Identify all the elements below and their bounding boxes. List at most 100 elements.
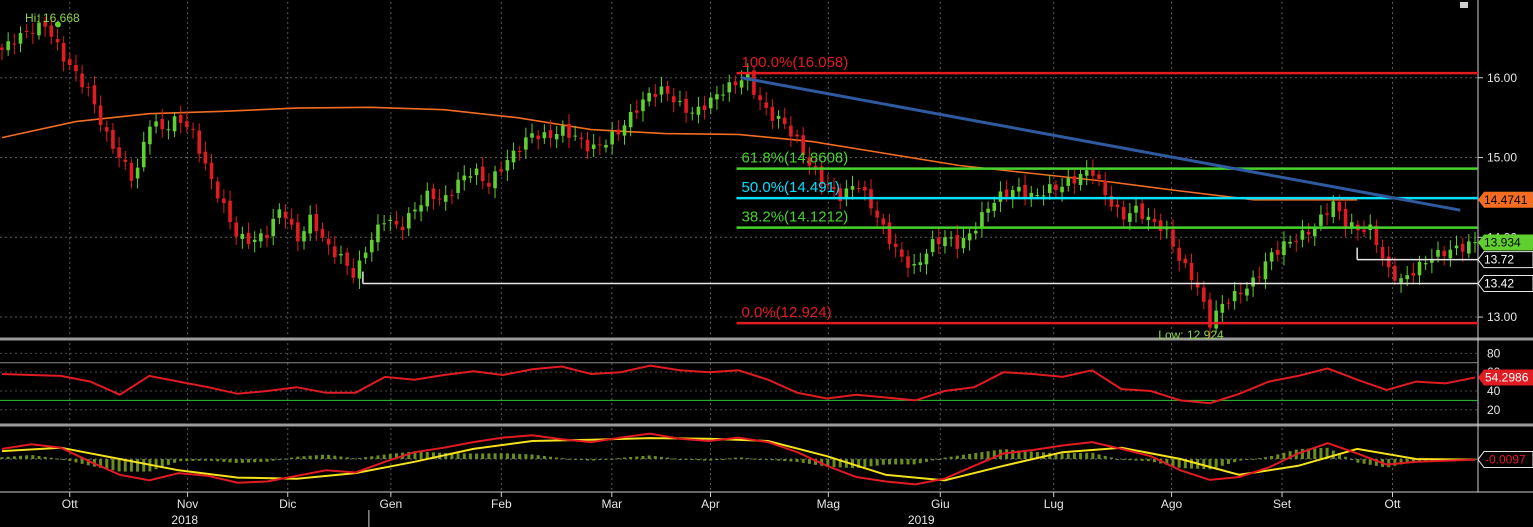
candle-body: [1343, 208, 1348, 228]
macd-histogram-bar: [764, 459, 768, 460]
macd-histogram-bar: [166, 459, 170, 465]
macd-histogram-bar: [549, 456, 553, 459]
candle-body: [493, 171, 497, 189]
candle-body: [296, 222, 300, 242]
candle-body: [1312, 227, 1317, 237]
candle-body: [998, 191, 1003, 202]
macd-histogram-bar: [1171, 459, 1175, 467]
candle-body: [1380, 246, 1385, 259]
macd-histogram-bar: [598, 459, 602, 460]
candle-body: [881, 218, 886, 225]
candle-body: [141, 141, 146, 168]
macd-histogram-bar: [1362, 459, 1366, 464]
macd-histogram-bar: [203, 459, 207, 461]
macd-histogram-bar: [1263, 457, 1267, 459]
macd-histogram-bar: [265, 459, 269, 462]
candle-body: [191, 128, 195, 130]
month-tick-label: Feb: [491, 497, 512, 511]
candle-body: [55, 38, 60, 43]
fib-level-label: 0.0%(12.924): [742, 304, 832, 321]
macd-histogram-bar: [770, 459, 774, 461]
macd-histogram-bar: [1350, 459, 1354, 460]
macd-histogram-bar: [314, 455, 318, 459]
macd-tag-label: -0.0097: [1485, 453, 1526, 467]
candle-body: [758, 95, 762, 101]
macd-histogram-bar: [992, 450, 996, 459]
candle-body: [326, 238, 331, 245]
month-tick-label: Apr: [701, 497, 720, 511]
candle-body: [1245, 288, 1249, 296]
candle-body: [616, 129, 621, 135]
macd-histogram-bar: [659, 456, 663, 459]
macd-histogram-bar: [1177, 459, 1181, 468]
candle-body: [585, 139, 590, 152]
macd-histogram-bar: [351, 458, 355, 460]
candle-body: [937, 237, 941, 245]
candle-body: [647, 92, 651, 102]
candle-body: [659, 86, 664, 95]
candle-body: [185, 121, 189, 128]
macd-histogram-bar: [462, 453, 466, 459]
macd-histogram-bar: [86, 459, 90, 466]
candle-body: [400, 226, 405, 231]
candle-body: [1448, 249, 1453, 259]
macd-histogram-bar: [1017, 450, 1021, 459]
candle-body: [1072, 176, 1077, 184]
candle-body: [74, 65, 78, 72]
candle-body: [782, 117, 787, 125]
macd-histogram-bar: [814, 459, 818, 465]
candle-body: [1386, 256, 1391, 268]
candle-body: [80, 73, 84, 88]
macd-histogram-bar: [875, 459, 879, 466]
candle-body: [1325, 213, 1329, 215]
macd-histogram-bar: [838, 459, 842, 468]
macd-histogram-bar: [425, 452, 429, 459]
macd-histogram-bar: [696, 459, 700, 461]
macd-histogram-bar: [1060, 453, 1064, 459]
macd-histogram-bar: [795, 459, 799, 462]
macd-histogram-bar: [807, 459, 811, 464]
macd-histogram-bar: [31, 455, 35, 459]
macd-histogram-bar: [826, 459, 830, 467]
macd-histogram-bar: [413, 451, 417, 459]
candle-body: [610, 131, 614, 145]
candle-body: [980, 212, 984, 229]
macd-histogram-bar: [1146, 459, 1150, 462]
candle-body: [949, 237, 953, 239]
fib-level-label: 50.0%(14.491): [742, 179, 840, 196]
candle-body: [154, 121, 158, 127]
candle-body: [1041, 195, 1046, 197]
macd-histogram-bar: [752, 458, 756, 460]
macd-histogram-bar: [43, 456, 47, 459]
macd-histogram-bar: [789, 459, 793, 462]
macd-histogram-bar: [857, 459, 861, 468]
candle-body: [382, 223, 386, 225]
candle-body: [1128, 213, 1132, 222]
macd-histogram-bar: [345, 457, 349, 459]
macd-histogram-bar: [1023, 451, 1027, 459]
candle-body: [1257, 276, 1262, 278]
candle-body: [745, 72, 750, 81]
candle-body: [308, 214, 312, 234]
macd-histogram-bar: [210, 459, 214, 461]
grid: [0, 0, 1533, 493]
macd-histogram-bar: [1325, 447, 1329, 459]
candle-body: [271, 218, 275, 237]
macd-histogram-bar: [450, 453, 454, 459]
macd-histogram-bar: [117, 459, 121, 472]
macd-histogram-bar: [1356, 459, 1360, 463]
macd-histogram-bar: [1405, 459, 1409, 464]
macd-histogram-bar: [1307, 448, 1311, 459]
candle-body: [702, 105, 707, 111]
macd-histogram-bar: [586, 459, 590, 461]
month-tick-label: Set: [1273, 497, 1292, 511]
candle-body: [351, 267, 356, 278]
macd-histogram-bar: [542, 455, 546, 459]
macd-histogram-bar: [216, 459, 220, 462]
candle-body: [1214, 310, 1218, 329]
price-tick-label: 16.00: [1487, 71, 1517, 85]
candle-body: [406, 213, 411, 229]
candle-body: [148, 126, 152, 145]
candle-body: [943, 237, 947, 247]
macd-histogram-bar: [703, 459, 707, 461]
